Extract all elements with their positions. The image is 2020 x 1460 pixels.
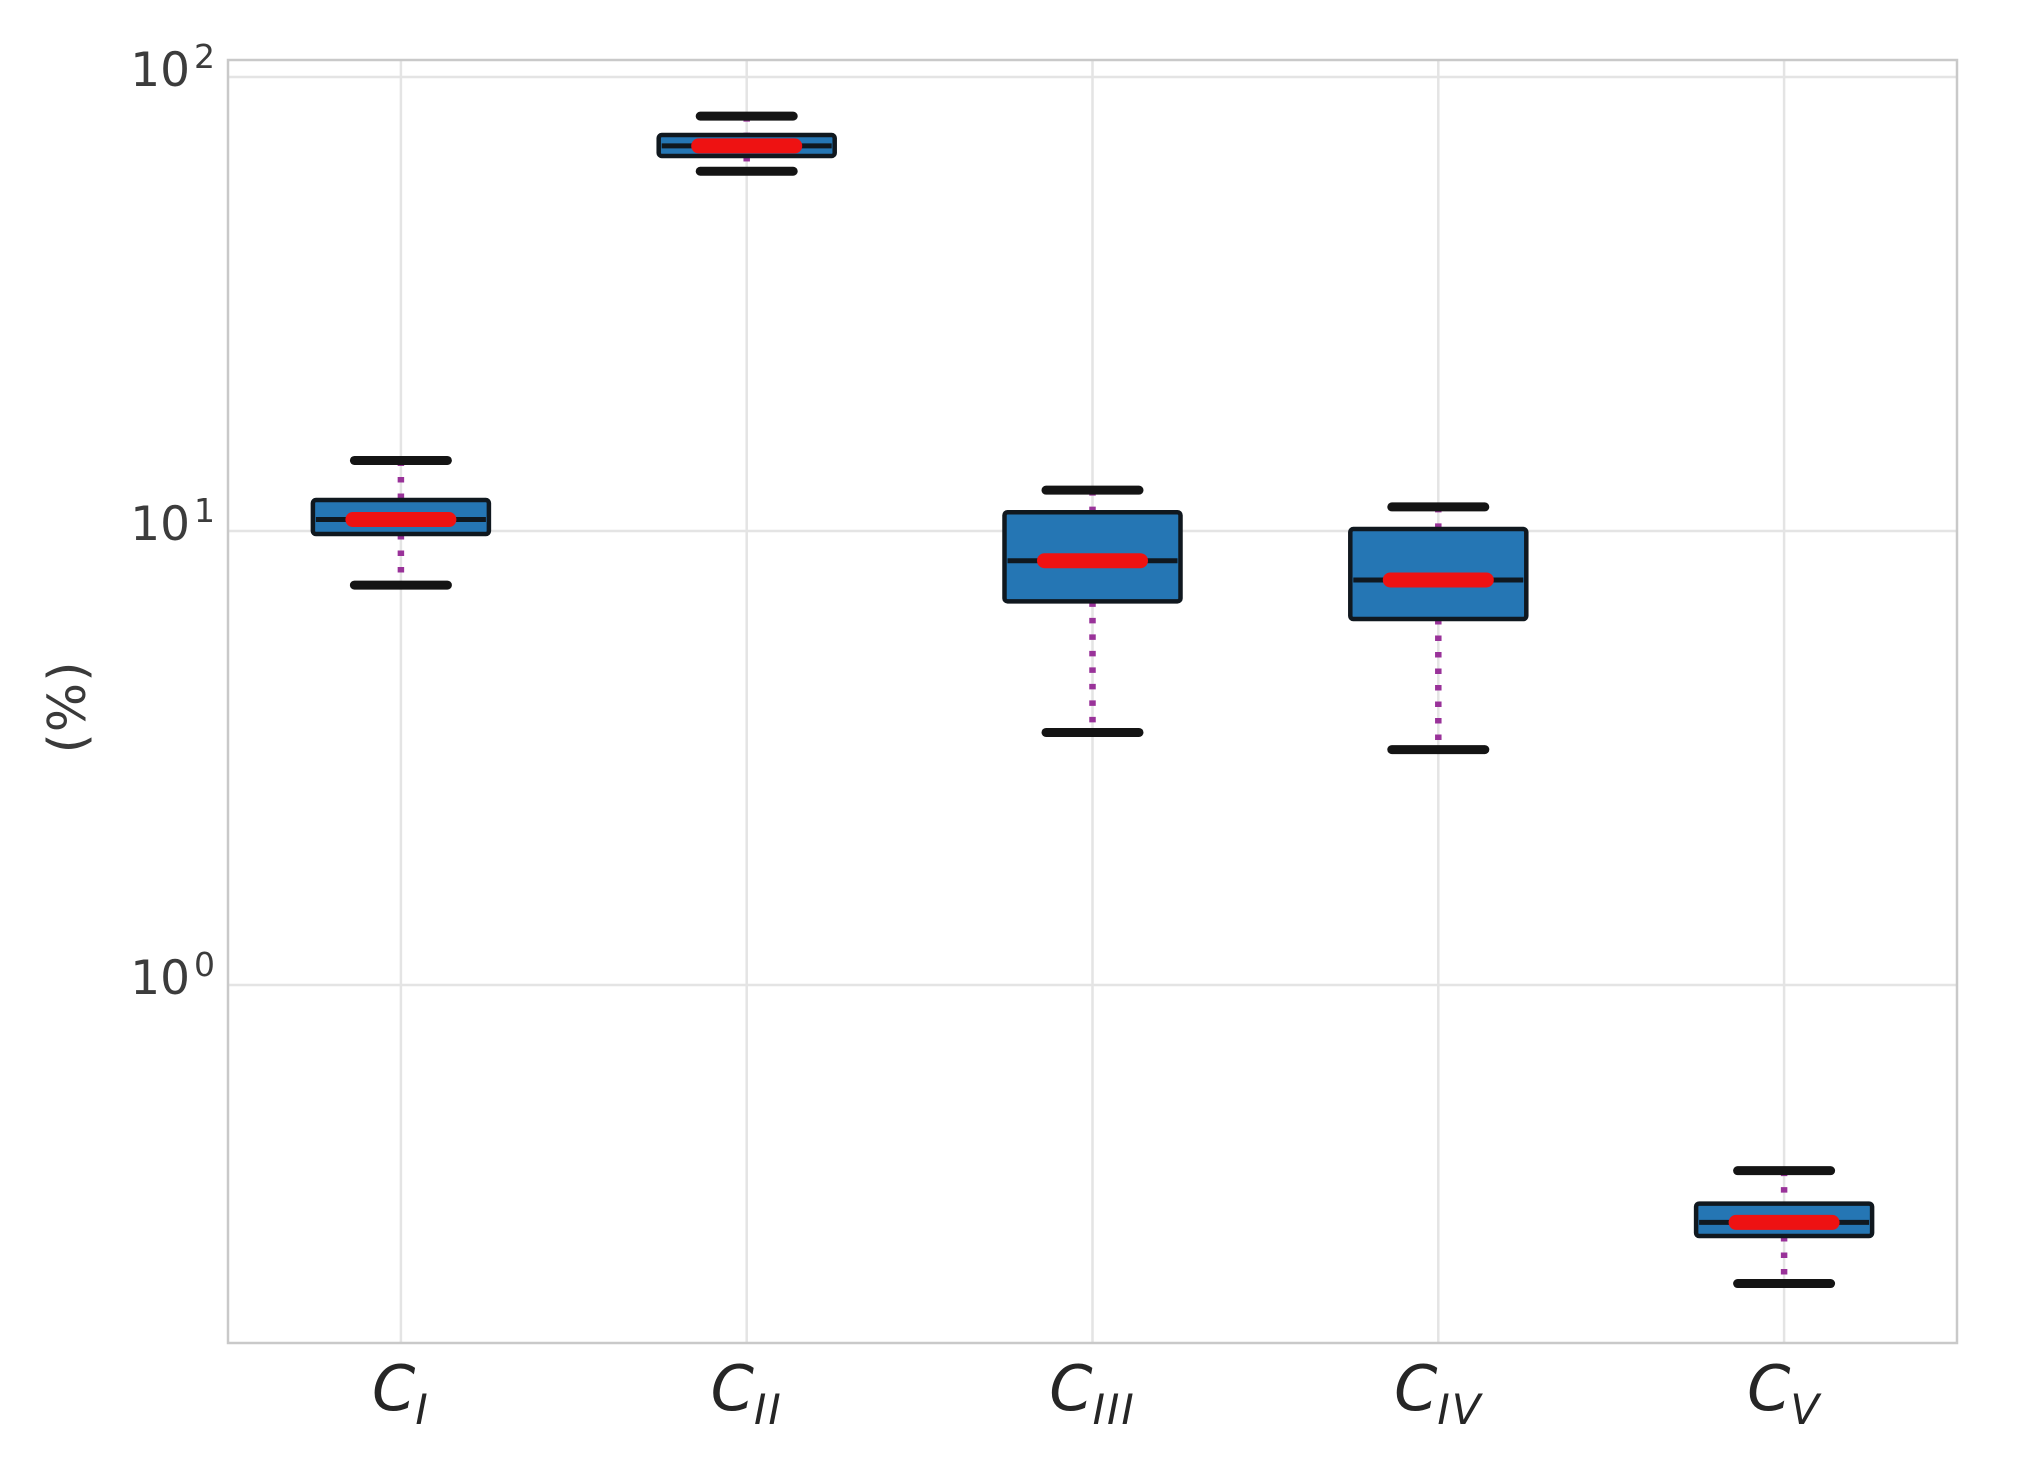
y-axis-label: (%): [38, 660, 98, 754]
x-tick-label: CIII: [1049, 1352, 1136, 1434]
y-tick-label: 10 1: [130, 491, 215, 552]
x-tick-label: CIV: [1394, 1352, 1483, 1434]
y-tick-label: 10 2: [130, 37, 215, 98]
y-tick-label: 10 0: [130, 945, 215, 1006]
x-tick-label: CI: [372, 1352, 430, 1434]
x-tick-label: CII: [710, 1352, 783, 1434]
x-tick-label: CV: [1747, 1352, 1822, 1434]
plot-border: [226, 58, 1959, 1345]
